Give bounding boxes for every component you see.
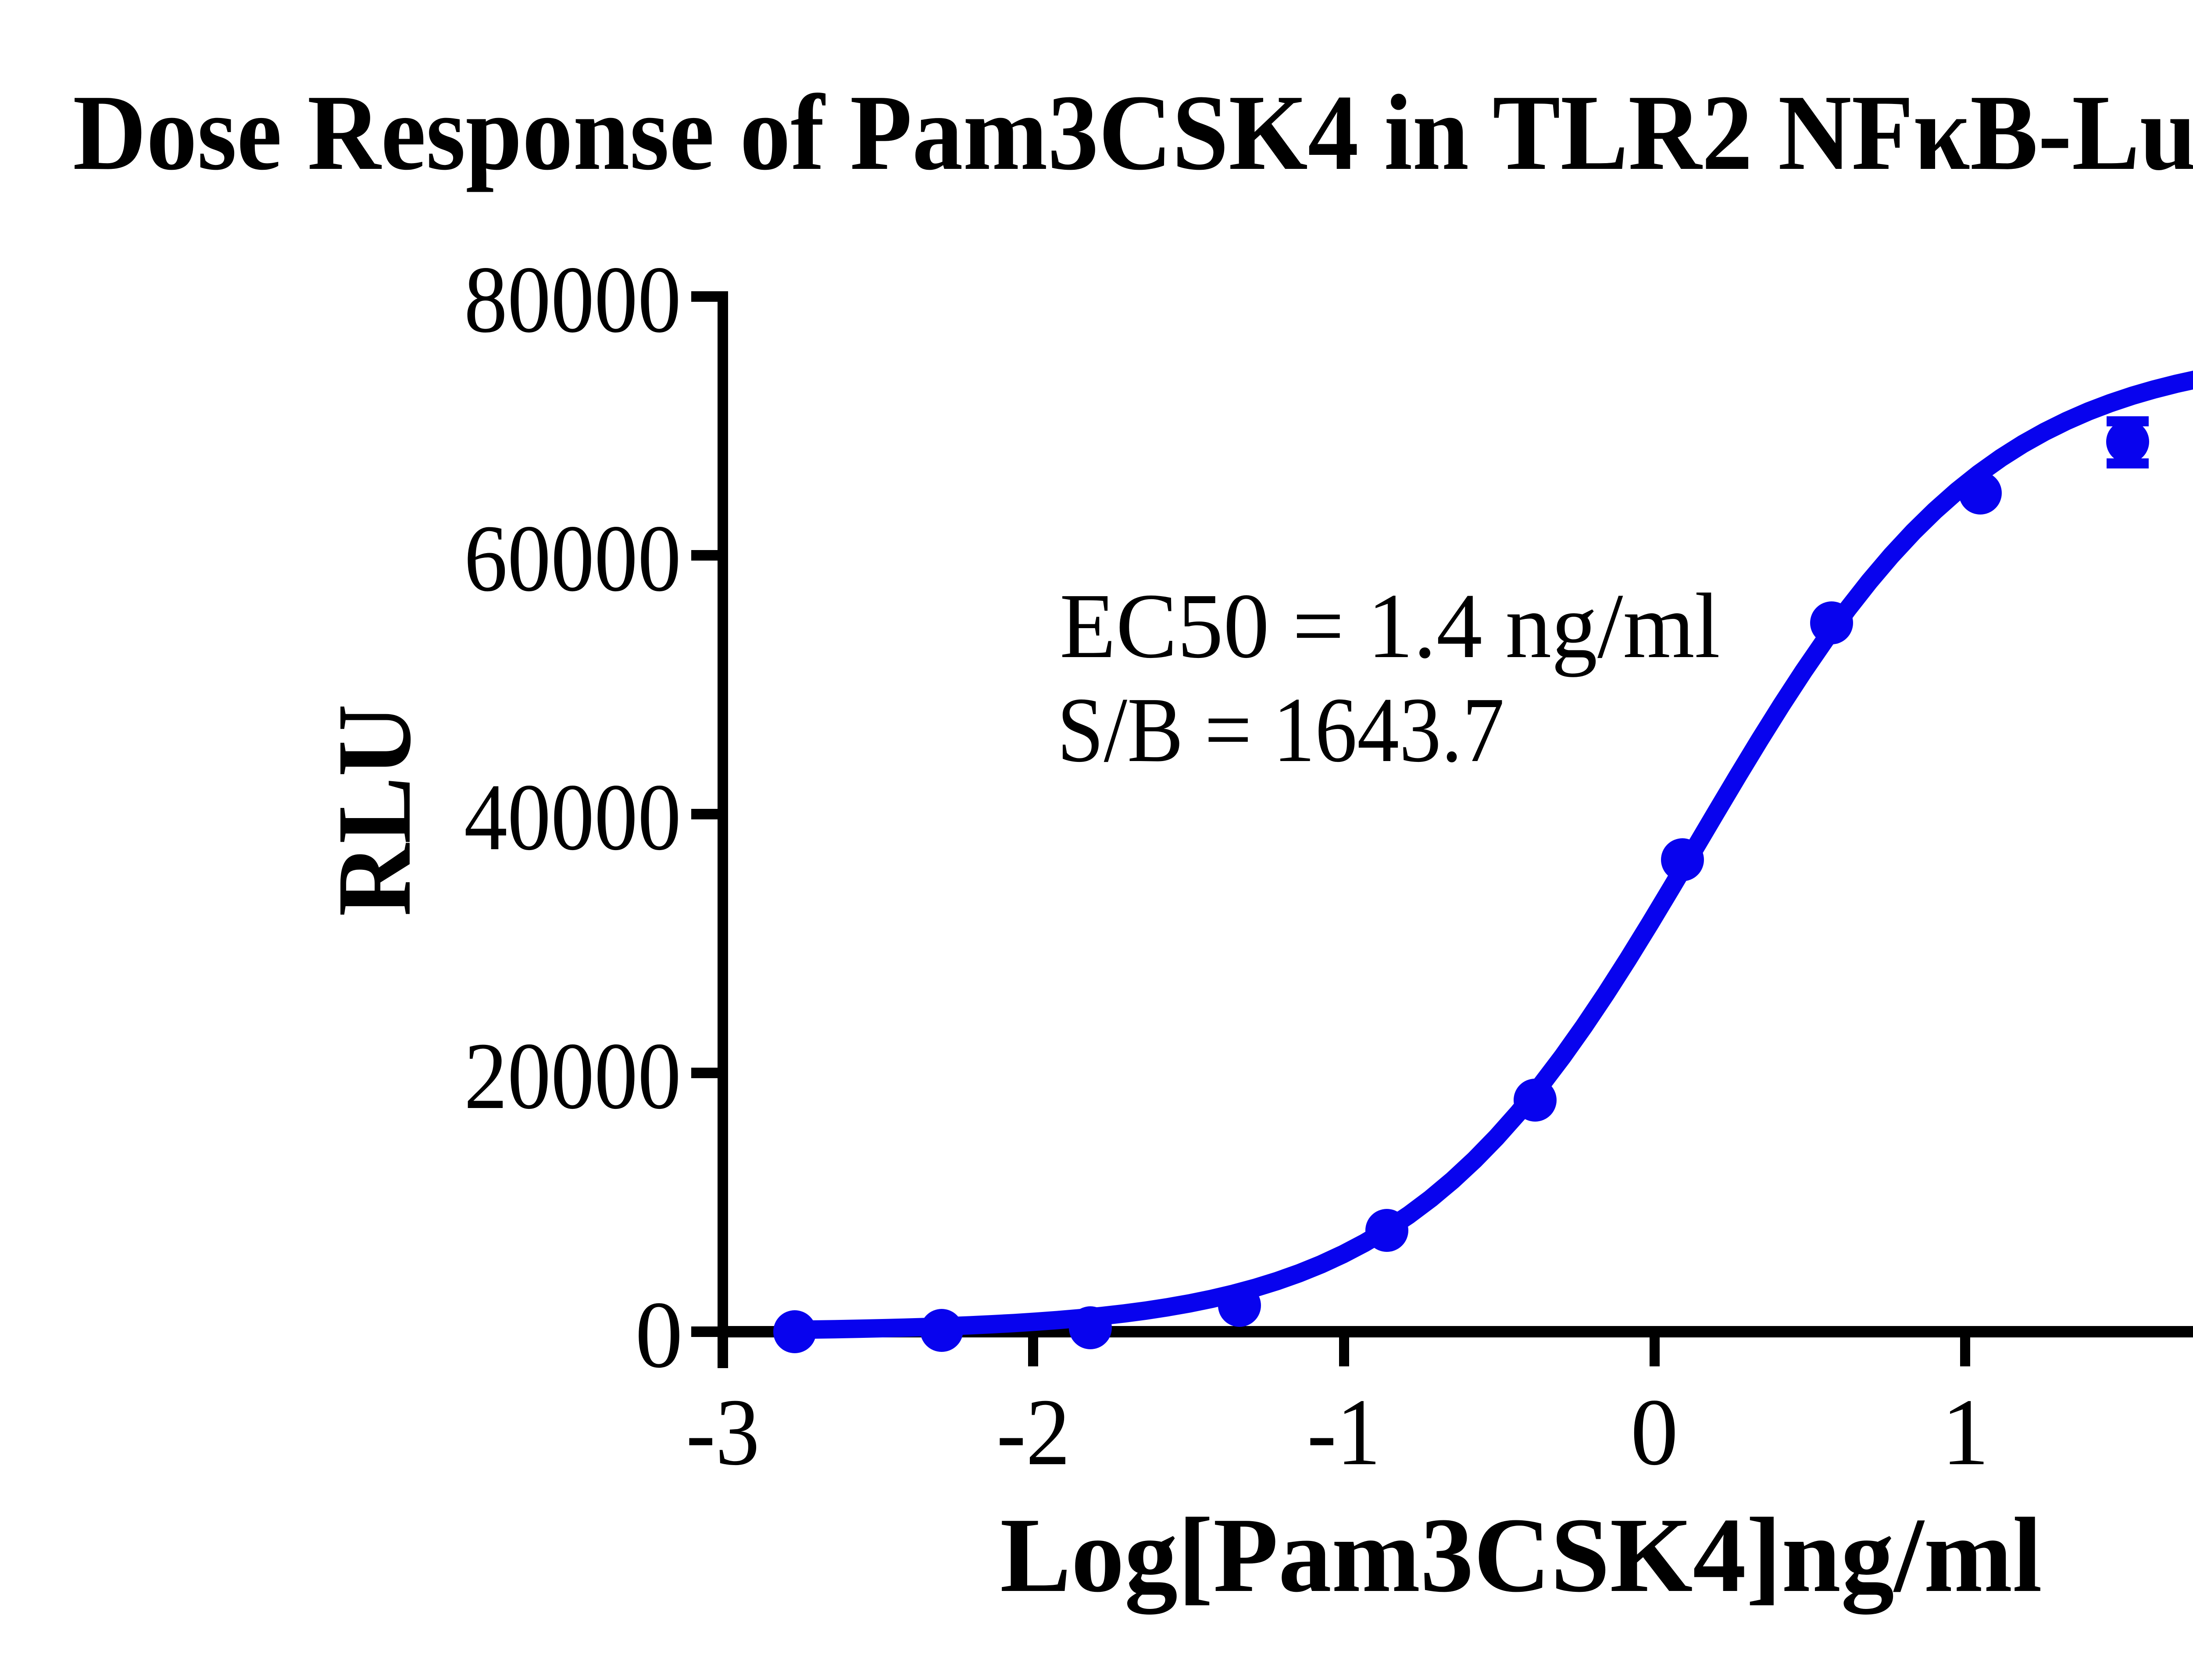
svg-text:-3: -3 [686,1380,760,1485]
svg-text:-1: -1 [1307,1380,1381,1485]
svg-text:1: 1 [1942,1380,1989,1485]
svg-text:S/B = 1643.7: S/B = 1643.7 [1057,678,1504,781]
svg-text:20000: 20000 [464,1023,681,1129]
svg-text:80000: 80000 [464,247,681,353]
svg-text:Log[Pam3CSK4]ng/ml: Log[Pam3CSK4]ng/ml [1000,1496,2042,1615]
svg-text:RLU: RLU [316,704,433,916]
svg-text:60000: 60000 [464,506,681,611]
svg-text:EC50 = 1.4 ng/ml: EC50 = 1.4 ng/ml [1060,574,1720,677]
svg-text:0: 0 [1631,1380,1679,1485]
svg-text:0: 0 [635,1282,683,1388]
svg-text:Dose Response of Pam3CSK4 in T: Dose Response of Pam3CSK4 in TLR2 NFκB-L… [73,73,2193,193]
svg-text:-2: -2 [996,1380,1070,1485]
svg-text:40000: 40000 [464,765,681,870]
